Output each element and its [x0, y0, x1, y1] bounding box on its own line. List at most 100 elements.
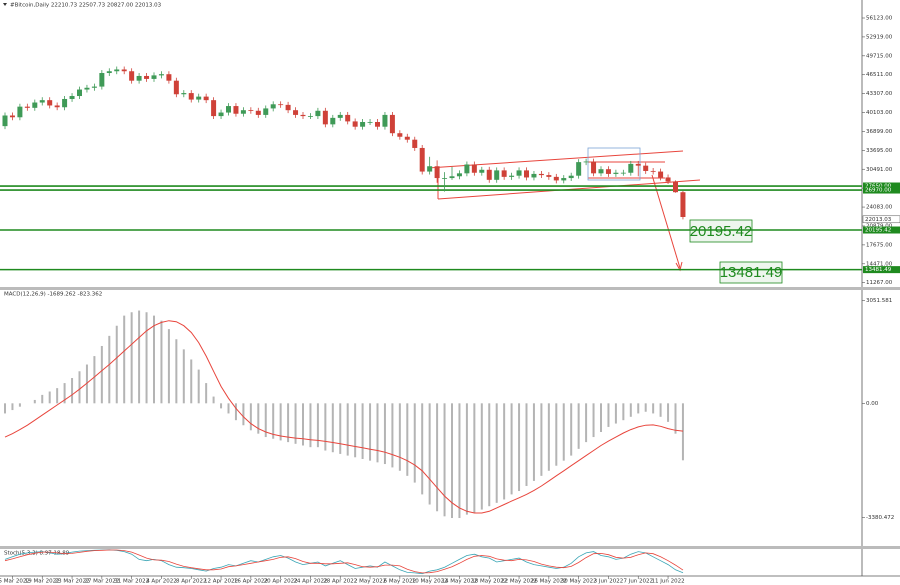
x-tick-label: 28 Apr 2022 — [323, 579, 357, 585]
macd-bar — [622, 403, 625, 421]
candle-body — [397, 133, 403, 137]
candle-body — [628, 163, 634, 173]
macd-bar — [398, 403, 401, 471]
candle-body — [2, 115, 8, 127]
candle-body — [665, 177, 671, 182]
macd-bar — [48, 391, 51, 404]
macd-bar — [33, 399, 36, 404]
panel-separator — [0, 546, 900, 549]
macd-bar — [421, 403, 424, 495]
macd-bar — [391, 403, 394, 468]
candle-body — [300, 114, 306, 117]
macd-bar — [302, 403, 304, 446]
candle-body — [211, 100, 217, 117]
macd-bar — [354, 403, 357, 458]
macd-bar — [644, 403, 647, 412]
candle-body — [240, 110, 246, 114]
macd-bar — [249, 403, 252, 431]
candle-body — [345, 114, 351, 122]
macd-bar — [361, 403, 364, 459]
macd-bar — [197, 369, 200, 404]
macd-bar — [436, 403, 439, 512]
last-price-tag — [862, 215, 900, 224]
candle-body — [404, 136, 410, 140]
macd-bar — [123, 315, 126, 404]
candle-body — [166, 74, 172, 81]
candle-body — [412, 139, 418, 148]
macd-bar — [406, 403, 409, 476]
candle-body — [315, 110, 321, 117]
candle-body — [91, 86, 97, 88]
x-tick-label: 30 May 2022 — [561, 579, 597, 585]
candle-body — [591, 161, 597, 174]
macd-bar — [205, 383, 208, 404]
level-callout-label: 13481.49 — [720, 264, 783, 281]
macd-bar — [607, 403, 610, 427]
macd-bar — [600, 403, 602, 432]
x-tick-label: 22 May 2022 — [501, 579, 537, 585]
macd-bar — [212, 396, 215, 404]
candle-body — [47, 100, 53, 106]
macd-bar — [182, 349, 185, 404]
macd-bar — [473, 403, 476, 513]
macd-bar — [346, 403, 349, 456]
macd-bar — [585, 403, 588, 443]
macd-bar — [629, 403, 632, 417]
macd-bar — [4, 403, 6, 414]
y-tick-label: 17675.00 — [866, 242, 893, 248]
macd-bar — [294, 403, 297, 444]
panel-separator — [0, 287, 900, 290]
level-tag — [863, 226, 900, 234]
candle-body — [658, 171, 664, 178]
candle-body — [352, 121, 358, 127]
macd-bar — [570, 403, 573, 456]
macd-bar — [592, 403, 595, 438]
y-tick-label: 43307.00 — [866, 91, 893, 97]
x-tick-label: 23 Mar 2022 — [55, 579, 90, 585]
macd-bar — [339, 403, 342, 454]
macd-bar — [108, 335, 111, 404]
candle-body — [650, 170, 656, 172]
candle-body — [419, 147, 425, 172]
candle-body — [218, 112, 224, 117]
macd-bar — [465, 403, 468, 515]
candle-body — [382, 114, 388, 127]
candle-body — [69, 96, 75, 99]
macd-bar — [324, 403, 327, 451]
candle-body — [322, 110, 328, 125]
macd-bar — [376, 403, 379, 463]
x-tick-label: 16 Apr 2022 — [234, 579, 268, 585]
macd-bar — [227, 403, 230, 414]
x-tick-label: 12 Apr 2022 — [204, 579, 238, 585]
candle-body — [367, 121, 373, 123]
candle-body — [32, 102, 38, 108]
macd-bar — [614, 403, 617, 424]
x-tick-label: 6 May 2022 — [384, 579, 416, 585]
candle-body — [561, 178, 567, 181]
macd-bar — [85, 364, 88, 404]
candle-body — [464, 164, 470, 174]
candle-body — [427, 166, 433, 172]
channel-top — [427, 150, 684, 169]
level-callout — [689, 219, 753, 243]
candle-body — [121, 69, 127, 72]
level-tag-label: 20195.42 — [865, 228, 891, 234]
candle-body — [494, 170, 500, 180]
macd-bar — [525, 403, 528, 486]
candle-body — [538, 173, 544, 176]
candle-body — [360, 121, 366, 127]
candle-body — [546, 175, 552, 177]
y-tick-label: 36899.00 — [866, 129, 893, 135]
candle-body — [151, 75, 157, 79]
x-tick-label: 19 Mar 2022 — [25, 579, 60, 585]
candle-body — [233, 106, 239, 114]
y-tick-label: 0.00 — [866, 401, 879, 407]
level-callout — [719, 261, 783, 284]
macd-bar — [555, 403, 558, 466]
stoch-line — [4, 549, 684, 574]
x-tick-label: 2 May 2022 — [354, 579, 386, 585]
macd-bar — [532, 403, 535, 481]
menu-arrow[interactable] — [3, 3, 7, 6]
level-tag-label: 13481.49 — [865, 267, 892, 273]
candle-body — [293, 110, 299, 115]
